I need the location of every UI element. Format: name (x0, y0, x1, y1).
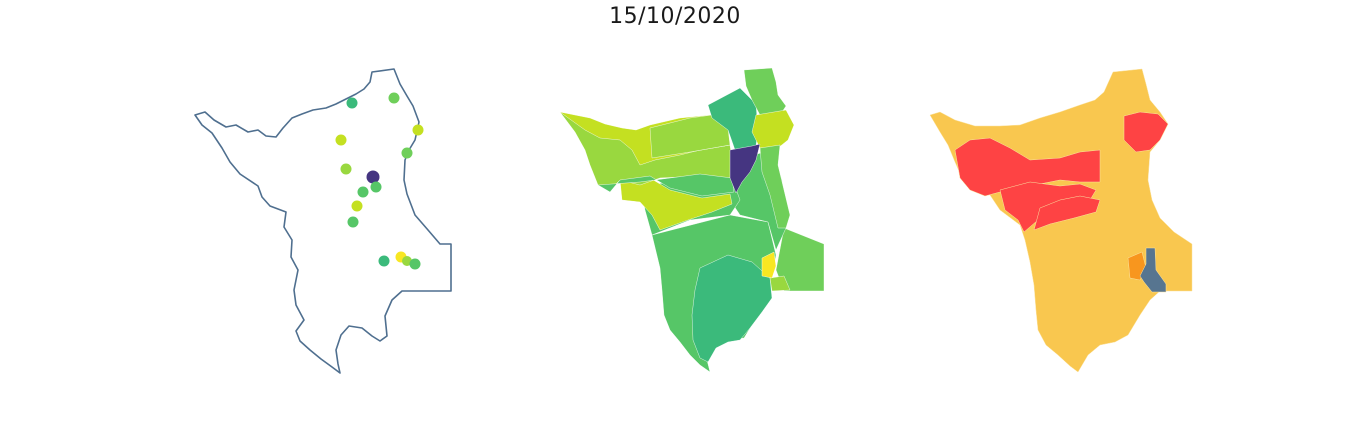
choropleth-map-categorical (929, 68, 1193, 373)
region-east-lobe (775, 227, 825, 292)
region-east-strip (759, 144, 791, 229)
state-outline (194, 68, 452, 374)
region-east-small (769, 275, 791, 292)
point-marker (378, 255, 390, 267)
point-marker (335, 134, 347, 146)
region-northeast (751, 109, 795, 149)
region-east-yellow (761, 251, 777, 279)
region-west-green (597, 173, 735, 197)
region-southeast-lobe (691, 254, 773, 363)
region-blue (1139, 247, 1167, 293)
region-red-west-band (954, 137, 1101, 197)
point-marker (347, 216, 359, 228)
region-red-northeast (1123, 111, 1169, 153)
choropleth-map-continuous (559, 67, 825, 373)
figure-title: 15/10/2020 (609, 4, 741, 29)
point-marker (409, 258, 421, 270)
region-north-belt (649, 114, 731, 159)
region-dark (729, 143, 761, 194)
choropleth-regions (929, 68, 1193, 373)
point-marker (366, 170, 380, 184)
point-marker (412, 124, 424, 136)
point-marker (340, 163, 352, 175)
point-marker (357, 186, 369, 198)
point-marker (370, 181, 382, 193)
point-marker (402, 256, 412, 266)
point-marker (351, 200, 363, 212)
point-markers (335, 92, 424, 270)
points-map (194, 68, 452, 374)
region-yellowgreen-belt (619, 177, 733, 231)
region-red-mid-band (1033, 195, 1101, 231)
point-marker (346, 97, 358, 109)
point-marker (401, 147, 413, 159)
point-marker (388, 92, 400, 104)
choropleth-regions (559, 67, 825, 373)
